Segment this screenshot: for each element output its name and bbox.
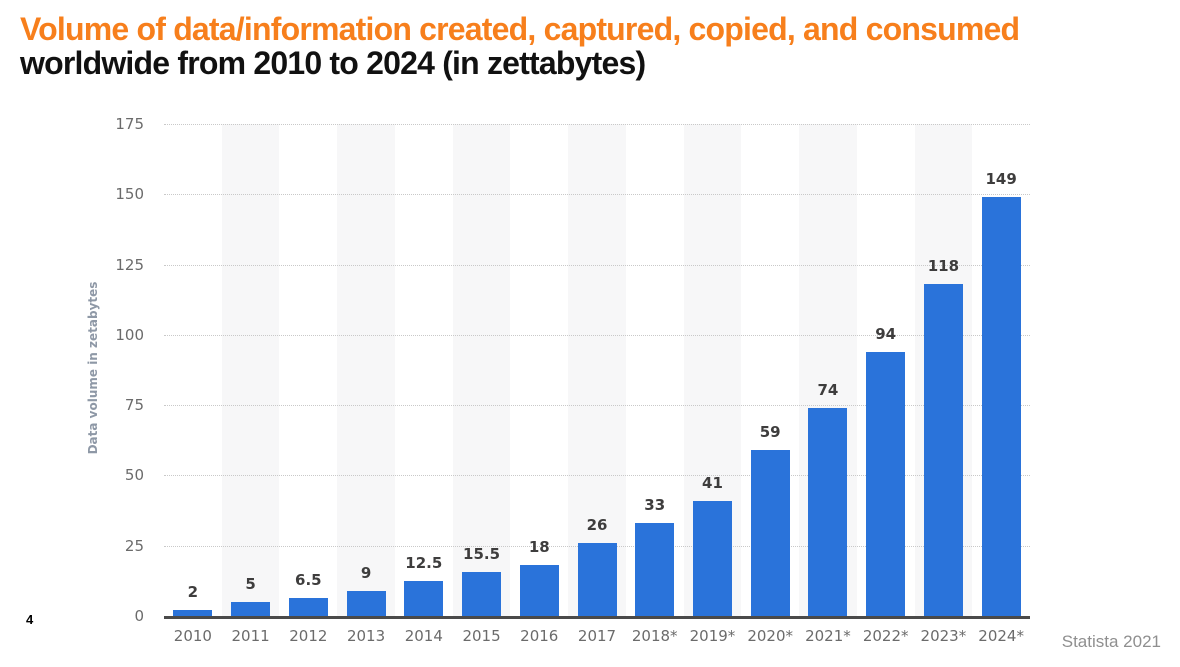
value-label-2016: 18 <box>528 538 550 557</box>
gridline-y-125 <box>164 264 1030 266</box>
bar-2016 <box>519 565 559 616</box>
bar-2011 <box>231 601 271 616</box>
bar-2010 <box>173 610 213 616</box>
bar-2013 <box>346 590 386 616</box>
x-tick-label-2024: 2024* <box>978 627 1024 645</box>
x-tick-label-2017: 2017 <box>577 627 617 645</box>
x-tick-label-2018: 2018* <box>631 627 678 645</box>
value-label-2023: 118 <box>927 257 960 276</box>
value-label-2018: 33 <box>644 496 666 515</box>
chart-title: Volume of data/information created, capt… <box>20 11 1020 81</box>
value-label-2013: 9 <box>360 563 372 582</box>
y-tick-label-100: 100 <box>115 325 144 344</box>
y-tick-label-175: 175 <box>115 115 144 133</box>
x-tick-label-2023: 2023* <box>920 627 967 645</box>
value-label-2021: 74 <box>817 380 839 399</box>
bar-2017 <box>577 542 617 616</box>
bar-2021 <box>808 407 848 616</box>
background-band <box>568 124 626 616</box>
bar-chart-plot-area: 2 2010 5 2011 6.5 2012 9 2013 12.5 2014 15.5 2015 18… <box>164 124 1030 645</box>
y-tick-label-75: 75 <box>124 396 144 415</box>
value-label-2012: 6.5 <box>295 570 322 589</box>
value-label-2017: 26 <box>586 515 608 534</box>
bar-2022 <box>866 351 906 616</box>
bar-2024 <box>981 197 1021 616</box>
x-tick-label-2010: 2010 <box>173 627 212 645</box>
x-tick-label-2022: 2022* <box>862 627 909 645</box>
x-tick-label-2011: 2011 <box>231 627 270 645</box>
bar-2012 <box>288 597 328 616</box>
y-tick-label-125: 125 <box>115 255 144 274</box>
x-tick-label-2020: 2020* <box>747 627 794 645</box>
chart-title-line2: worldwide from 2010 to 2024 (in zettabyt… <box>20 45 646 81</box>
x-tick-label-2014: 2014 <box>404 627 443 645</box>
page-number: 4 <box>26 612 34 627</box>
y-tick-label-25: 25 <box>124 536 144 555</box>
gridline-y-50 <box>164 475 1030 477</box>
y-tick-label-0: 0 <box>134 607 144 625</box>
value-label-2024: 149 <box>985 170 1017 189</box>
bar-2020 <box>750 450 790 616</box>
gridline-y-75 <box>164 405 1030 407</box>
value-label-2019: 41 <box>702 473 723 492</box>
background-band <box>452 124 511 616</box>
bar-2023 <box>923 284 963 616</box>
gridline-y-175 <box>164 124 1030 125</box>
background-band <box>221 124 280 616</box>
value-label-2010: 2 <box>187 583 199 602</box>
background-band <box>337 124 395 616</box>
x-tick-label-2019: 2019* <box>689 627 736 645</box>
value-label-2015: 15.5 <box>463 545 501 564</box>
value-label-2014: 12.5 <box>405 553 443 572</box>
gridline-y-150 <box>164 194 1030 196</box>
chart-title-line1: Volume of data/information created, capt… <box>20 11 1020 47</box>
x-tick-label-2021: 2021* <box>805 627 851 645</box>
value-label-2020: 59 <box>759 423 781 442</box>
bar-2015 <box>462 572 502 616</box>
x-tick-label-2013: 2013 <box>346 627 386 645</box>
x-tick-label-2015: 2015 <box>462 627 501 645</box>
gridline-y-100 <box>164 334 1030 336</box>
y-tick-label-150: 150 <box>115 185 144 204</box>
bar-2018 <box>635 523 675 616</box>
bar-2014 <box>404 580 444 616</box>
y-axis-title: Data volume in zetabytes <box>86 281 100 455</box>
bar-2019 <box>692 500 732 616</box>
x-tick-label-2016: 2016 <box>520 627 559 645</box>
value-label-2011: 5 <box>245 574 256 593</box>
source-credit: Statista 2021 <box>1061 632 1161 651</box>
y-tick-label-50: 50 <box>124 466 144 485</box>
x-tick-label-2012: 2012 <box>289 627 328 645</box>
value-label-2022: 94 <box>875 324 897 343</box>
